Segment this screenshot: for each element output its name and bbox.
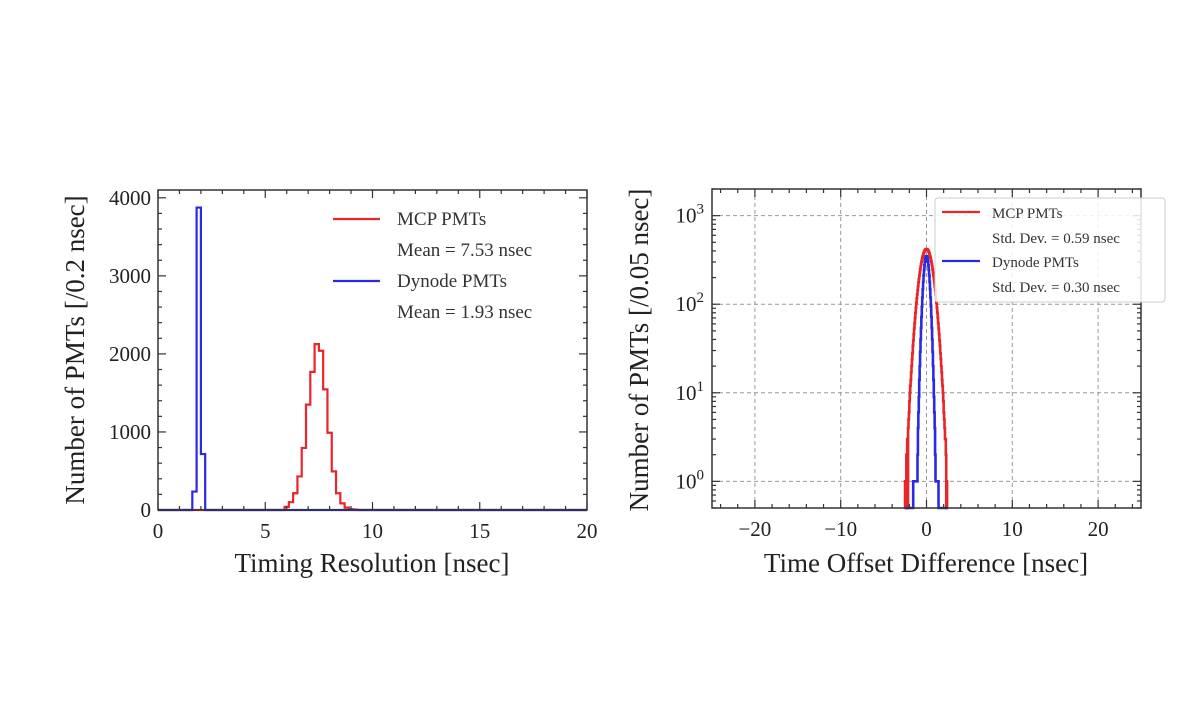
x-tick-label: 0	[921, 517, 932, 541]
y-tick-label: 2000	[109, 342, 151, 366]
legend-note: Std. Dev. = 0.59 nsec	[992, 231, 1120, 247]
x-tick-label: 15	[469, 519, 490, 543]
histogram-dynode-pmts	[905, 254, 948, 510]
y-tick-label: 101	[676, 379, 705, 405]
legend-label: MCP PMTs	[397, 209, 486, 230]
legend-note: Mean = 7.53 nsec	[397, 240, 532, 261]
y-tick-label: 103	[676, 202, 705, 228]
legend: MCP PMTs Mean = 7.53 nsec Dynode PMTs Mean …	[333, 209, 532, 323]
y-tick-label: 100	[676, 467, 705, 493]
legend-label: MCP PMTs	[992, 206, 1063, 222]
y-tick-label: 102	[676, 290, 705, 316]
legend-box	[934, 197, 1166, 303]
histogram-mcp-pmts	[903, 247, 949, 510]
y-axis-label: Number of PMTs [/0.05 nsec]	[624, 189, 654, 512]
legend-note: Std. Dev. = 0.30 nsec	[992, 280, 1120, 296]
x-tick-label: −10	[824, 517, 857, 541]
x-tick-label: 0	[153, 519, 164, 543]
time-offset-plot: −20 −10 0 10 20 100 101 102 103 Time Offset Diffe…	[624, 188, 1166, 578]
x-tick-label: 20	[577, 519, 598, 543]
y-axis-label: Number of PMTs [/0.2 nsec]	[60, 195, 90, 504]
y-tick-label: 4000	[109, 186, 151, 210]
x-axis-label: Timing Resolution [nsec]	[234, 548, 509, 578]
x-tick-label: −20	[738, 517, 771, 541]
x-axis-label: Time Offset Difference [nsec]	[764, 548, 1088, 578]
x-tick-label: 10	[1002, 517, 1023, 541]
histogram-dynode-pmts	[158, 206, 587, 512]
x-tick-label: 5	[260, 519, 271, 543]
histogram-mcp-pmts	[158, 343, 587, 512]
legend: MCP PMTs Std. Dev. = 0.59 nsec Dynode PMTs…	[934, 197, 1166, 303]
timing-resolution-plot: 0 5 10 15 20 0 1000 2000 3000 4000 Timing Resoluti…	[60, 186, 598, 578]
legend-label: Dynode PMTs	[992, 255, 1079, 271]
x-tick-label: 10	[362, 519, 383, 543]
legend-note: Mean = 1.93 nsec	[397, 302, 532, 323]
x-tick-label: 20	[1088, 517, 1109, 541]
legend-label: Dynode PMTs	[397, 271, 507, 292]
y-tick-label: 0	[141, 498, 152, 522]
y-tick-label: 1000	[109, 420, 151, 444]
y-tick-label: 3000	[109, 264, 151, 288]
